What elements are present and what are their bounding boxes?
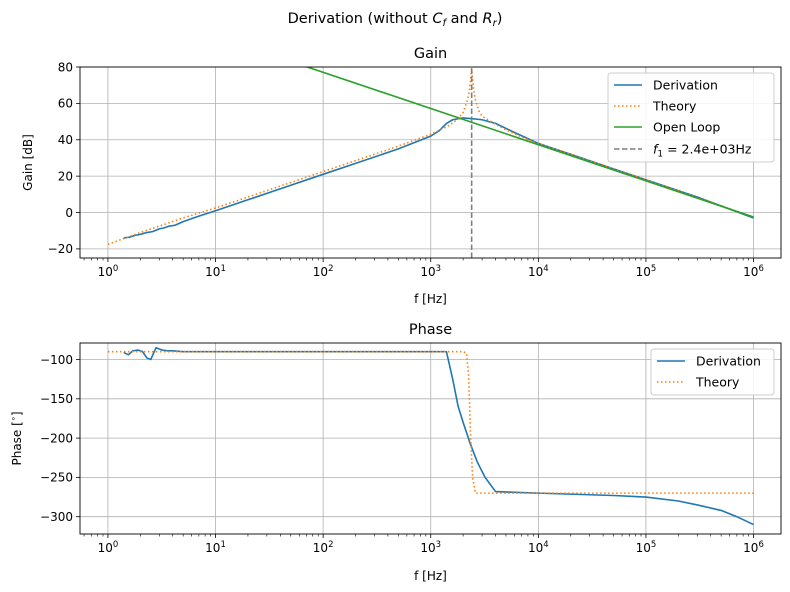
phase-xlabel: f [Hz] — [414, 569, 447, 583]
gain-title: Gain — [414, 46, 447, 62]
gain-xlabel: f [Hz] — [414, 292, 447, 306]
gain-series-open-loop — [304, 67, 754, 218]
gain-xtick-label: 100 — [98, 264, 119, 279]
phase-xtick-label: 105 — [636, 540, 657, 555]
phase-xtick-label: 102 — [313, 540, 334, 555]
phase-xtick-label: 103 — [420, 540, 441, 555]
phase-ytick-label: −200 — [40, 431, 73, 445]
phase-series-derivation — [123, 346, 754, 526]
phase-legend-theory-label: Theory — [695, 375, 740, 390]
gain-ytick-label: 60 — [58, 97, 73, 111]
gain-xtick-label: 103 — [420, 264, 441, 279]
gain-legend-derivation-label: Derivation — [653, 78, 718, 93]
phase-xtick-label: 101 — [205, 540, 226, 555]
gain-xtick-label: 105 — [636, 264, 657, 279]
gain-legend-theory-label: Theory — [652, 99, 697, 114]
gain-ytick-label: 80 — [58, 60, 73, 74]
gain-ytick-label: −20 — [48, 242, 73, 256]
gain-axes: 100 101 102 103 104 105 106 −20 0 20 40 60 80 Gain f… — [21, 46, 782, 306]
phase-ytick-label: −100 — [40, 353, 73, 367]
gain-xtick-label: 101 — [205, 264, 226, 279]
gain-ytick-label: 20 — [58, 169, 73, 183]
phase-ytick-label: −300 — [40, 510, 73, 524]
phase-legend-derivation-label: Derivation — [696, 354, 761, 369]
gain-legend-frame — [607, 72, 775, 163]
phase-legend: Derivation Theory — [650, 348, 775, 396]
gain-legend: Derivation Theory Open Loop f1 = 2.4e+03… — [607, 72, 775, 163]
phase-ytick-label: −150 — [40, 392, 73, 406]
gain-xtick-label: 104 — [528, 264, 549, 279]
gain-xtick-label: 102 — [313, 264, 334, 279]
gain-ylabel: Gain [dB] — [21, 134, 35, 191]
phase-xtick-label: 104 — [528, 540, 549, 555]
phase-series-theory — [107, 350, 754, 494]
phase-series-group — [107, 346, 754, 526]
phase-ticks: 100 101 102 103 104 105 106 −100 −150 −200 −250 −30… — [40, 353, 764, 555]
phase-xtick-label: 106 — [743, 540, 764, 555]
phase-xtick-label: 100 — [98, 540, 119, 555]
gain-legend-openloop-label: Open Loop — [653, 120, 720, 135]
gain-legend-f1-label: f1 = 2.4e+03Hz — [653, 142, 752, 160]
phase-ytick-label: −250 — [40, 471, 73, 485]
gain-ticks: 100 101 102 103 104 105 106 −20 0 20 40 60 80 — [48, 60, 764, 279]
phase-title: Phase — [409, 322, 452, 338]
gain-series-group — [107, 67, 754, 258]
gain-xtick-label: 106 — [743, 264, 764, 279]
gain-ytick-label: 0 — [65, 206, 73, 220]
phase-ylabel: Phase [∘] — [9, 411, 24, 465]
figure-suptitle: Derivation (without Cf and Rr) — [288, 11, 503, 29]
gain-ytick-label: 40 — [58, 133, 73, 147]
phase-axes: 100 101 102 103 104 105 106 −100 −150 −200 −250 −30… — [9, 322, 782, 583]
